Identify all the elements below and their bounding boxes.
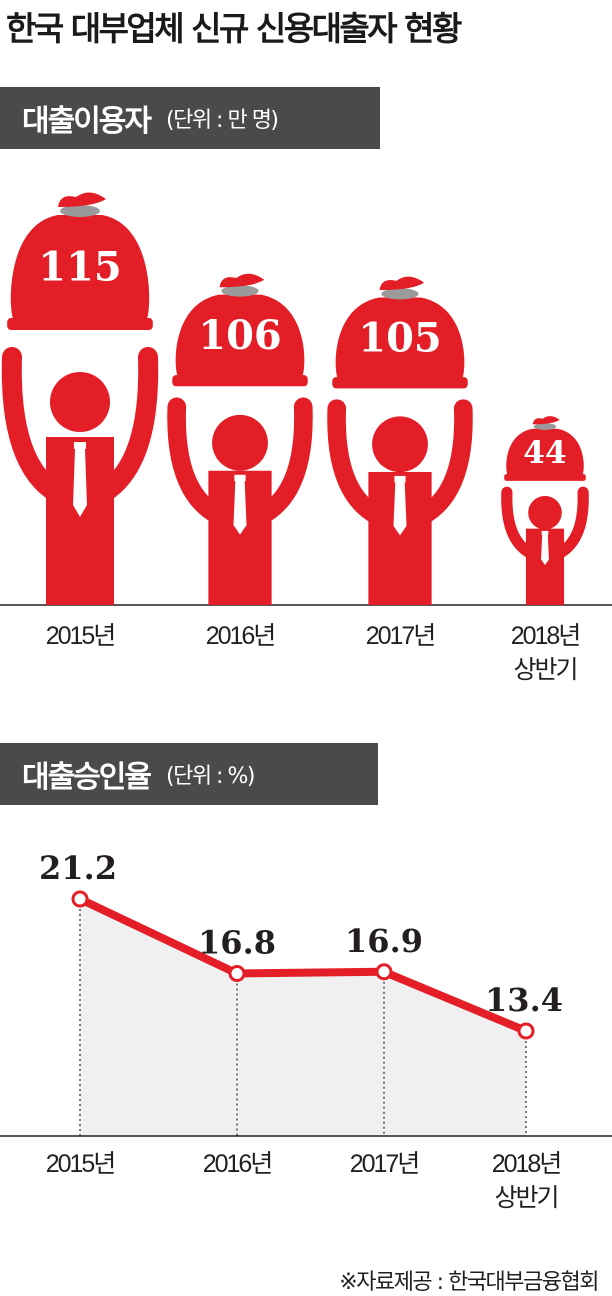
- x-label-line: 2015년: [45, 622, 117, 650]
- rate-x-label-2015: 2015년: [20, 1147, 140, 1181]
- figure-head: [528, 495, 562, 530]
- money-bag-tie: [221, 285, 259, 297]
- borrower-figure: 106: [167, 273, 313, 605]
- money-bag: [335, 297, 465, 381]
- borrower-figure: 105: [327, 276, 473, 605]
- borrower-value-label: 115: [38, 243, 122, 290]
- figure-tie-knot: [541, 530, 549, 535]
- money-bag-neck: [58, 192, 106, 207]
- figure-tie-knot: [74, 442, 86, 449]
- figure-tie-knot: [394, 475, 406, 483]
- x-label-line: 2017년: [349, 1150, 421, 1178]
- money-bag-base: [7, 318, 153, 330]
- section-unit-borrowers: (단위 : 만 명): [166, 108, 279, 133]
- figure-tie: [541, 534, 549, 565]
- figure-tie: [233, 480, 247, 535]
- money-bag-base: [504, 474, 586, 481]
- approval-rate-value-label: 13.4: [485, 981, 563, 1019]
- borrower-value-label: 106: [198, 312, 282, 359]
- money-bag-neck: [532, 416, 560, 425]
- section-unit-approval-rate: (단위 : %): [166, 764, 255, 789]
- borrower-value-label: 105: [358, 314, 442, 361]
- figure-tie: [73, 449, 87, 517]
- page-title: 한국 대부업체 신규 신용대출자 현황: [6, 9, 462, 48]
- rate-x-label-2018h1: 2018년 상반기: [466, 1147, 586, 1215]
- money-bag-tie: [381, 288, 419, 300]
- borrowers-x-label-2015: 2015년: [20, 619, 140, 653]
- x-label-line: 2016년: [202, 1150, 274, 1178]
- money-bag-tie: [533, 423, 557, 430]
- x-label-line: 2016년: [205, 622, 277, 650]
- figure-head: [50, 372, 110, 432]
- approval-rate-line: [76, 895, 530, 1035]
- x-label-line: 2018년: [491, 1150, 563, 1178]
- borrower-figure: 115: [1, 192, 159, 605]
- money-bag: [506, 428, 584, 477]
- approval-rate-area: [80, 899, 526, 1136]
- borrowers-x-label-2016: 2016년: [180, 619, 300, 653]
- money-bag-neck: [379, 276, 425, 291]
- x-label-line: 2018년: [510, 622, 582, 650]
- x-label-line: 상반기: [513, 656, 578, 684]
- section-header-approval-rate: 대출승인율 (단위 : %): [0, 743, 378, 805]
- borrowers-x-label-2018h1: 2018년 상반기: [485, 619, 605, 687]
- approval-rate-value-label: 21.2: [39, 849, 117, 887]
- figure-tie-knot: [234, 474, 246, 482]
- figure-tie: [393, 481, 407, 536]
- approval-rate-point: [517, 1022, 535, 1040]
- borrower-value-label: 44: [523, 435, 566, 471]
- borrower-figure: 44: [501, 416, 589, 605]
- approval-rate-value-label: 16.8: [198, 923, 276, 961]
- money-bag-tie: [60, 205, 100, 217]
- approval-rate-point: [228, 964, 246, 982]
- money-bag-neck: [219, 273, 265, 288]
- approval-rate-value-label: 16.9: [345, 922, 423, 960]
- money-bag: [10, 215, 150, 322]
- source-credit: ※자료제공 : 한국대부금융협회: [339, 1270, 599, 1295]
- approval-rate-point: [71, 890, 89, 908]
- money-bag-base: [332, 377, 468, 389]
- borrowers-x-label-2017: 2017년: [340, 619, 460, 653]
- section-title-approval-rate: 대출승인율: [22, 760, 152, 795]
- approval-rate-point: [375, 963, 393, 981]
- section-title-borrowers: 대출이용자: [22, 104, 152, 139]
- money-bag: [175, 294, 305, 379]
- borrowers-pictogram-chart: 115 106 105 44: [0, 192, 612, 606]
- x-label-line: 2015년: [45, 1150, 117, 1178]
- figure-head: [212, 414, 268, 471]
- figure-head: [372, 416, 428, 473]
- rate-x-label-2017: 2017년: [324, 1147, 444, 1181]
- section-header-borrowers: 대출이용자 (단위 : 만 명): [0, 87, 380, 149]
- x-label-line: 2017년: [365, 622, 437, 650]
- rate-x-label-2016: 2016년: [177, 1147, 297, 1181]
- money-bag-base: [172, 375, 308, 387]
- approval-rate-line-chart: 21.2 16.8 16.9 13.4: [0, 849, 612, 1137]
- x-label-line: 상반기: [494, 1184, 559, 1212]
